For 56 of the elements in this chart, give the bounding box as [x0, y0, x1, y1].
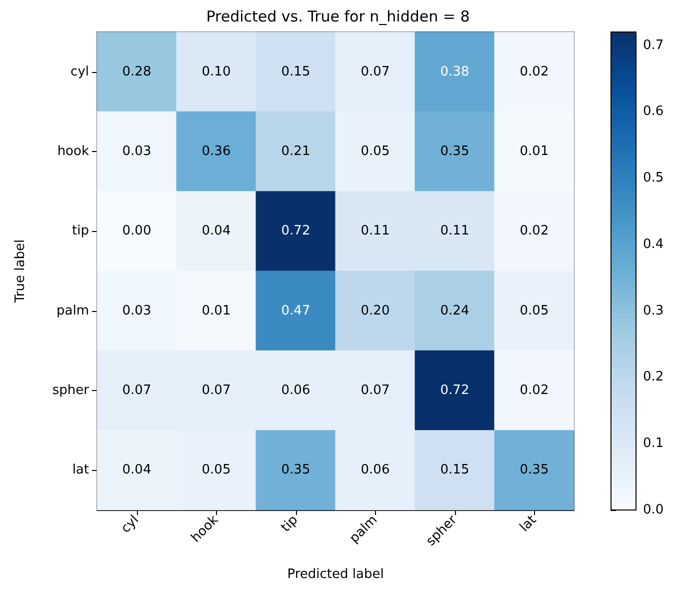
data-label: 0.35: [440, 144, 470, 159]
color-bar-label: 0.5: [643, 170, 664, 186]
data-label: 0.11: [440, 224, 470, 239]
y-tick-label: tip: [72, 224, 89, 239]
y-tick-label: lat: [72, 462, 89, 478]
data-label: 0.05: [360, 144, 390, 159]
data-label: 0.03: [122, 303, 152, 318]
data-label: 0.02: [520, 64, 549, 80]
data-label: 0.15: [281, 64, 310, 80]
color-bar-label: 0.7: [643, 38, 664, 53]
color-bar-label: 0.4: [643, 236, 664, 252]
data-label: 0.15: [440, 462, 470, 478]
y-tick-label: hook: [57, 144, 90, 159]
data-label: 0.38: [440, 64, 470, 80]
color-bar-label: 0.0: [643, 502, 664, 518]
y-tick-label: spher: [52, 383, 90, 398]
x-tick-label: tip: [278, 512, 302, 536]
data-label: 0.72: [281, 224, 310, 239]
data-label: 0.24: [440, 303, 470, 318]
color-bar-label: 0.3: [643, 303, 664, 318]
y-tick-label: palm: [56, 303, 89, 318]
x-tick-label: lat: [517, 512, 540, 536]
data-label: 0.00: [122, 224, 152, 239]
data-label: 0.35: [281, 462, 310, 478]
data-label: 0.20: [360, 303, 390, 318]
data-label: 0.07: [360, 383, 390, 398]
data-label: 0.02: [520, 383, 549, 398]
data-label: 0.35: [520, 462, 549, 478]
data-label: 0.06: [281, 383, 310, 398]
color-bar-label: 0.1: [643, 436, 664, 452]
data-label: 0.11: [360, 224, 390, 239]
data-label: 0.07: [360, 64, 390, 80]
x-tick-label: cyl: [118, 512, 142, 536]
data-label: 0.05: [202, 462, 231, 478]
data-label: 0.36: [202, 144, 231, 159]
x-axis-title: Predicted label: [287, 567, 384, 582]
data-label: 0.72: [440, 383, 470, 398]
chart-title: Predicted vs. True for n_hidden = 8: [206, 8, 470, 26]
data-label: 0.05: [520, 303, 549, 318]
data-label: 0.04: [122, 462, 152, 478]
y-axis-title: True label: [13, 239, 28, 304]
data-label: 0.03: [122, 144, 152, 159]
data-label: 0.01: [520, 144, 549, 159]
data-label: 0.47: [281, 303, 310, 318]
data-label: 0.02: [520, 224, 549, 239]
data-label: 0.10: [202, 64, 231, 80]
data-label: 0.07: [202, 383, 231, 398]
data-label: 0.28: [122, 64, 152, 80]
color-bar-label: 0.2: [643, 370, 664, 385]
color-bar-label: 0.6: [643, 104, 664, 120]
data-label: 0.04: [202, 224, 231, 239]
data-label: 0.01: [202, 303, 231, 318]
data-label: 0.21: [281, 144, 310, 159]
y-tick-label: cyl: [70, 64, 89, 80]
data-label: 0.07: [122, 383, 152, 398]
data-label: 0.06: [360, 462, 390, 478]
